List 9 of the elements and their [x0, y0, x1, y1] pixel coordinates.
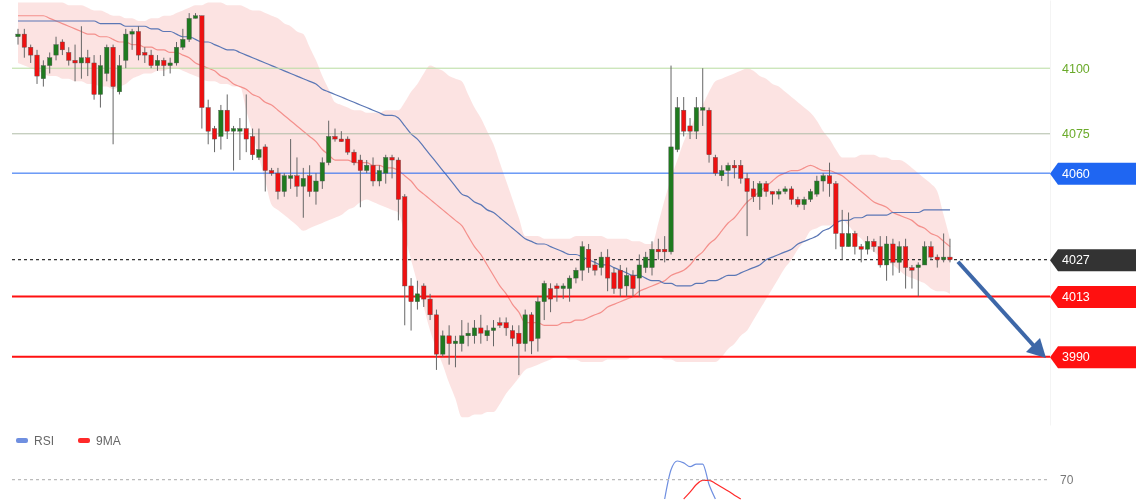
y-tick-label: 4013 — [1062, 289, 1090, 304]
legend-label: 9MA — [96, 434, 121, 448]
y-tick-label: 4075 — [1062, 127, 1090, 142]
y-tick-label: 4100 — [1062, 61, 1090, 76]
text: 70 — [1060, 472, 1074, 487]
y-tick-label: 4027 — [1062, 253, 1090, 268]
y-tick-label: 4060 — [1062, 166, 1090, 181]
y-tick-label: 3990 — [1062, 350, 1090, 365]
legend-label: RSI — [34, 434, 55, 448]
